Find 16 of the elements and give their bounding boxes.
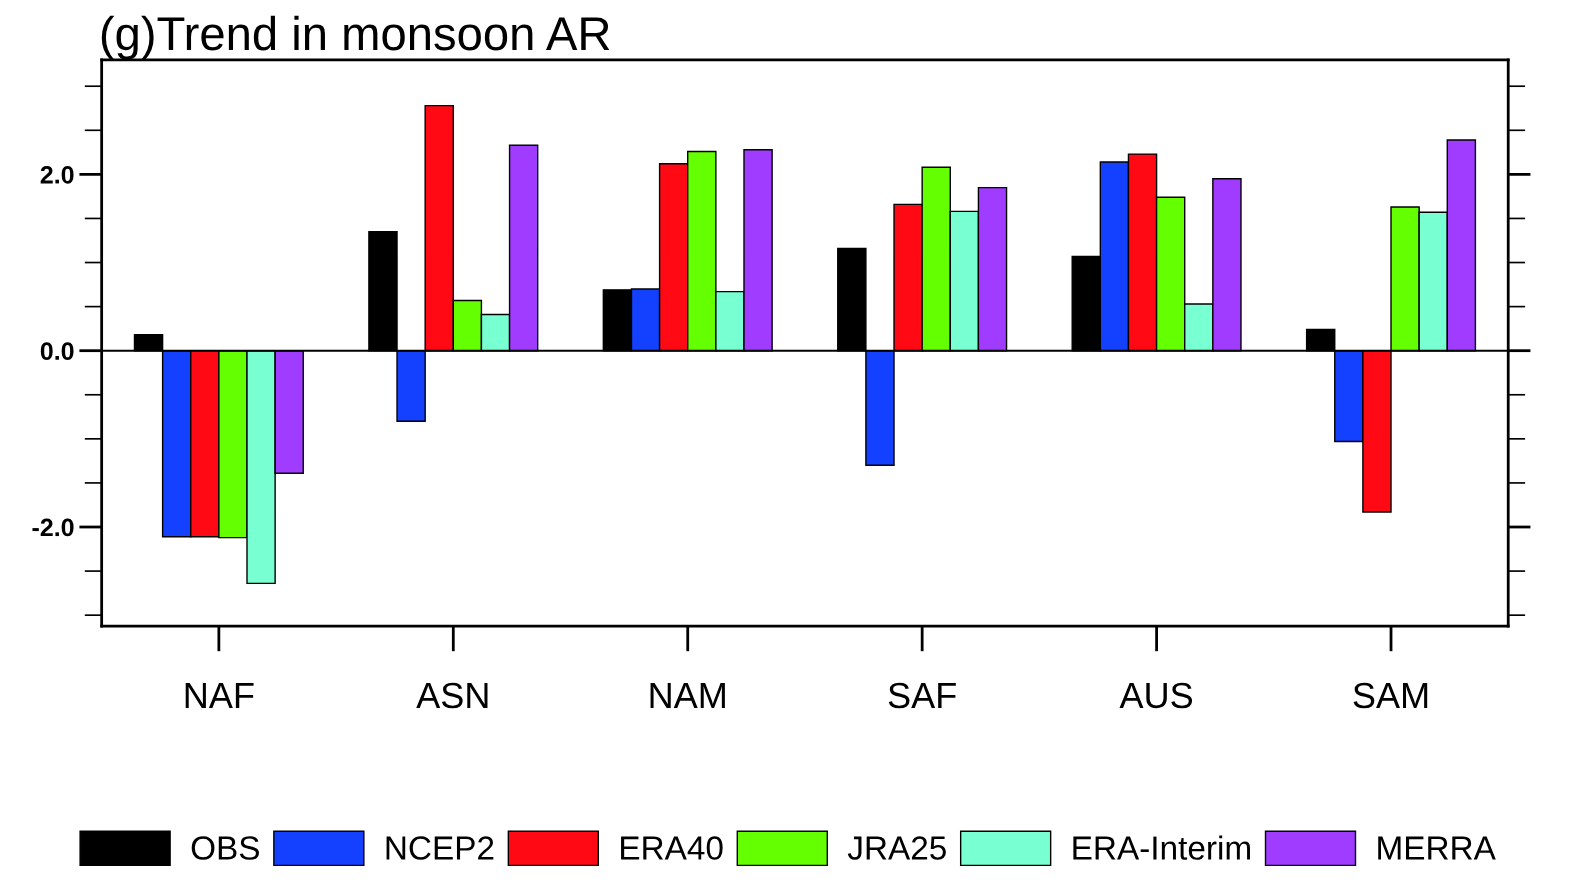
- y-tick-label: 0.0: [40, 342, 74, 360]
- y-tick-label: 2.0: [40, 165, 74, 184]
- legend-label: ERA40: [621, 836, 723, 860]
- x-tick-label: NAF: [185, 683, 254, 708]
- legend-label: NCEP2: [386, 836, 494, 860]
- x-tick-label: ASN: [416, 682, 488, 709]
- chart-title: (g)Trend in monsoon AR: [101, 15, 610, 60]
- x-tick-label: NAM: [650, 683, 725, 708]
- legend-label: ERA-Interim: [1073, 835, 1250, 860]
- x-tick-label: SAF: [888, 682, 956, 709]
- legend-label: OBS: [191, 836, 259, 860]
- x-tick-label: AUS: [1119, 682, 1193, 709]
- legend-label: MERRA: [1378, 836, 1496, 860]
- legend-label: JRA25: [847, 836, 946, 860]
- x-tick-label: SAM: [1353, 682, 1428, 709]
- y-tick-label: -2.0: [32, 518, 74, 537]
